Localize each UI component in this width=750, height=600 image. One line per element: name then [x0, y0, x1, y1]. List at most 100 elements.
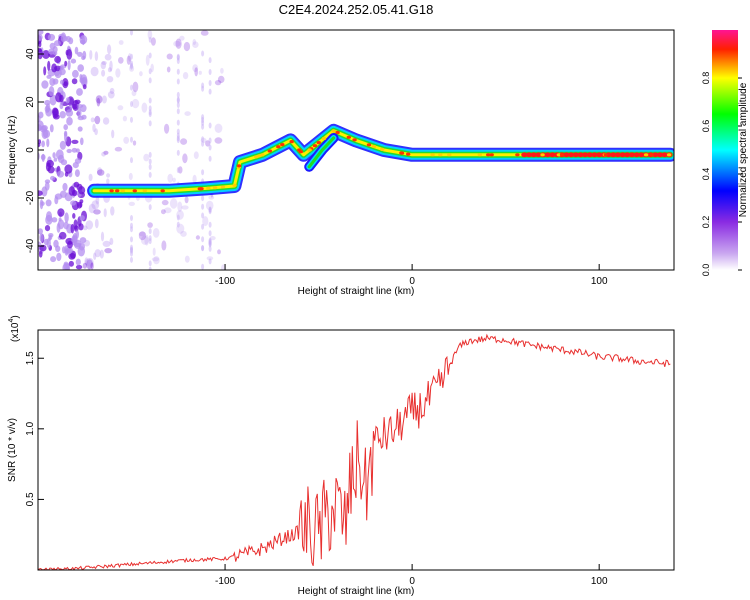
noise-blob [77, 126, 83, 132]
noise-blob [87, 261, 91, 270]
noise-streak [176, 108, 180, 115]
noise-blob [194, 67, 198, 77]
noise-blob [200, 30, 209, 36]
ridge-peak [120, 189, 126, 193]
noise-blob [184, 111, 191, 116]
noise-blob [147, 30, 153, 40]
snr-y-label: SNR (10 * v/v) [7, 418, 18, 482]
noise-blob [64, 164, 73, 174]
noise-blob [152, 228, 160, 238]
noise-blob [59, 111, 66, 119]
noise-blob [177, 201, 183, 212]
spectrogram-y-tick-label: -20 [25, 190, 36, 205]
ridge-peak [563, 152, 570, 158]
ridge-peak [220, 185, 226, 189]
noise-blob [65, 264, 70, 270]
noise-blob [103, 150, 109, 155]
noise-blob [67, 240, 73, 249]
noise-streak [148, 120, 152, 127]
noise-blob [47, 60, 51, 71]
noise-streak [176, 214, 180, 221]
noise-blob [38, 47, 42, 53]
ridge-peak [109, 189, 114, 193]
ridge-peak [486, 153, 491, 157]
snr-y-multiplier: (x104) [8, 315, 21, 342]
noise-blob [93, 209, 101, 215]
noise-streak [176, 58, 180, 64]
noise-blob [184, 196, 189, 204]
noise-blob [39, 233, 44, 243]
ridge-peak [430, 153, 435, 157]
noise-blob [58, 231, 67, 240]
noise-blob [53, 114, 60, 120]
snr-plot-area [38, 330, 674, 570]
noise-blob [182, 72, 189, 80]
ridge-peak [535, 152, 542, 158]
noise-blob [138, 231, 146, 237]
ridge-peak [477, 153, 482, 157]
noise-blob [109, 60, 113, 72]
noise-blob [38, 250, 43, 258]
noise-blob [164, 123, 170, 134]
colorbar-tick-label: 0.2 [701, 216, 711, 229]
noise-blob [114, 146, 123, 152]
spectrogram-y-tick-label: 40 [25, 48, 36, 60]
noise-blob [182, 153, 188, 164]
noise-blob [38, 190, 43, 196]
noise-streak [130, 30, 133, 36]
noise-blob [55, 149, 64, 160]
noise-blob [68, 260, 75, 267]
noise-blob [45, 107, 53, 117]
colorbar-tick-label: 0.4 [701, 168, 711, 181]
ridge-peak [115, 189, 120, 193]
noise-blob [74, 169, 80, 178]
noise-blob [101, 95, 107, 104]
noise-blob [47, 33, 56, 41]
ridge-peak [666, 153, 672, 157]
colorbar-tick-label: 0.6 [701, 120, 711, 133]
noise-blob [74, 158, 82, 164]
noise-blob [164, 207, 172, 214]
noise-streak [201, 140, 205, 147]
ridge-branch [307, 136, 336, 169]
noise-blob [80, 137, 84, 146]
noise-blob [41, 80, 49, 89]
noise-blob [51, 217, 58, 223]
ridge-peak [316, 141, 321, 145]
noise-blob [151, 257, 160, 262]
noise-streak [201, 195, 205, 202]
noise-streak [176, 132, 180, 139]
ridge-peak [438, 153, 443, 157]
ridge-peak [656, 152, 664, 158]
snr-y-tick-label: 0.5 [25, 492, 36, 506]
ridge-peak [643, 153, 649, 157]
noise-blob [66, 148, 72, 154]
ridge-peak [399, 151, 405, 155]
noise-streak [201, 117, 205, 123]
spectrogram-y-label: Frequency (Hz) [7, 116, 18, 185]
noise-blob [75, 148, 80, 153]
noise-blob [55, 245, 61, 252]
ridge-peak [530, 152, 537, 158]
noise-blob [138, 231, 146, 241]
noise-streak [130, 84, 133, 91]
noise-blob [73, 219, 78, 230]
noise-blob [110, 206, 115, 216]
noise-blob [214, 80, 222, 86]
noise-blob [111, 129, 115, 139]
noise-blob [90, 66, 99, 77]
ridge-peak [289, 140, 294, 144]
snr-axes: -100 0 100 0.5 1.0 1.5 [25, 351, 608, 587]
noise-blob [66, 116, 73, 126]
spectrogram-x-label: Height of straight line (km) [298, 286, 415, 297]
noise-blob [79, 199, 84, 204]
noise-blob [79, 215, 85, 221]
noise-blob [193, 151, 199, 159]
ridge-peak [610, 152, 617, 158]
noise-blob [100, 61, 107, 70]
ridge-peak [652, 152, 659, 158]
noise-blob [70, 200, 77, 206]
noise-streak [148, 235, 152, 242]
noise-blob [79, 237, 87, 244]
